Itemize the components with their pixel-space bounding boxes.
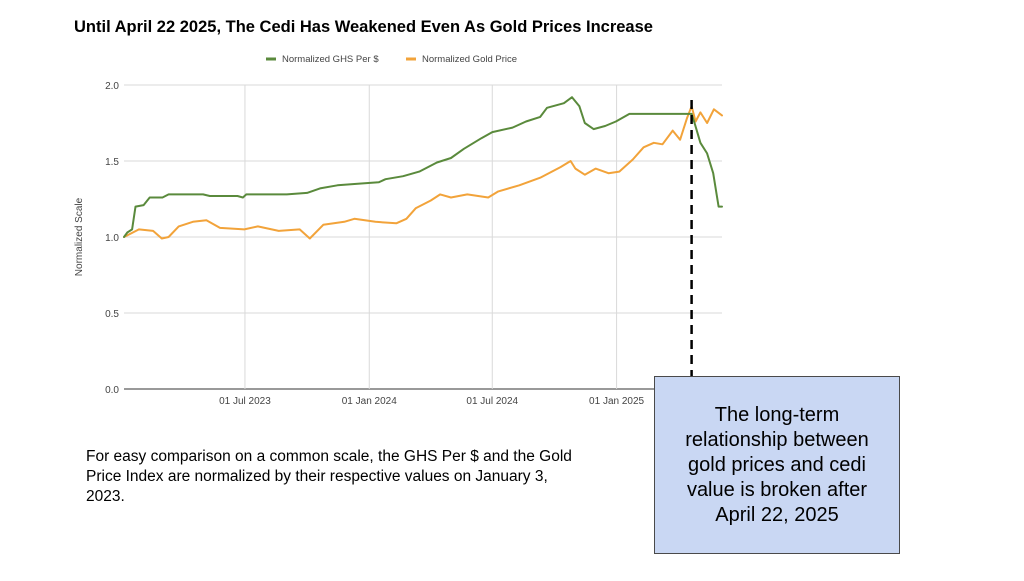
x-tick-label: 01 Jul 2023 bbox=[219, 396, 271, 407]
series-line-ghs-per-dollar bbox=[123, 96, 723, 238]
chart-title: Until April 22 2025, The Cedi Has Weaken… bbox=[74, 18, 653, 36]
callout-box: The long-term relationship between gold … bbox=[654, 376, 900, 554]
y-tick-label: 0.0 bbox=[105, 385, 119, 396]
x-tick-label: 01 Jan 2025 bbox=[589, 396, 644, 407]
legend-label: Normalized Gold Price bbox=[422, 54, 517, 65]
callout-text: The long-term relationship between gold … bbox=[685, 403, 869, 526]
y-tick-label: 0.5 bbox=[105, 309, 119, 320]
series-line-gold-price bbox=[123, 105, 723, 240]
x-tick-label: 01 Jul 2024 bbox=[466, 396, 518, 407]
x-tick-label: 01 Jan 2024 bbox=[342, 396, 397, 407]
y-tick-label: 1.5 bbox=[105, 157, 119, 168]
normalization-note: For easy comparison on a common scale, t… bbox=[86, 448, 572, 505]
y-axis-title: Normalized Scale bbox=[74, 197, 85, 276]
y-tick-label: 1.0 bbox=[105, 233, 119, 244]
y-tick-label: 2.0 bbox=[105, 81, 119, 92]
legend-label: Normalized GHS Per $ bbox=[282, 54, 379, 65]
